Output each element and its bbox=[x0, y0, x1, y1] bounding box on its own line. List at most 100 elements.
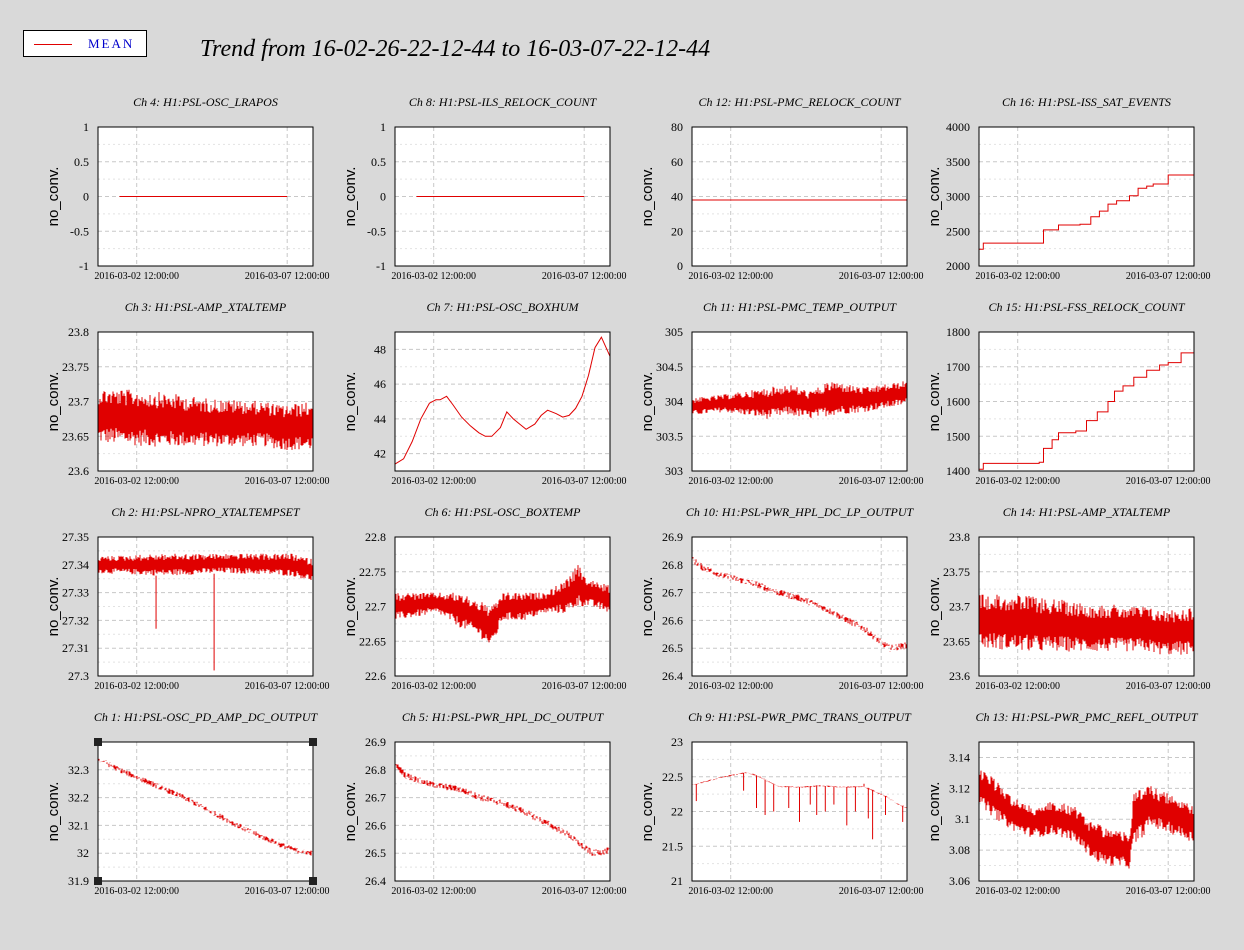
x-tick-label: 2016-03-07 12:00:00 bbox=[245, 681, 330, 692]
y-tick-label: 22.8 bbox=[365, 530, 386, 544]
chart-panel: Ch 1: H1:PSL-OSC_PD_AMP_DC_OUTPUT 31.9 32 3… bbox=[45, 710, 330, 897]
x-tick-label: 2016-03-07 12:00:00 bbox=[245, 886, 330, 897]
x-tick-label: 2016-03-07 12:00:00 bbox=[1126, 271, 1211, 282]
x-tick-label: 2016-03-02 12:00:00 bbox=[94, 271, 179, 282]
plot-frame bbox=[978, 536, 1195, 677]
y-tick-label: 26.4 bbox=[365, 874, 386, 888]
y-tick-label: 1800 bbox=[946, 325, 970, 339]
y-tick-label: 26.7 bbox=[365, 791, 386, 805]
y-tick-label: 22.75 bbox=[359, 565, 386, 579]
y-tick-label: 4000 bbox=[946, 120, 970, 134]
y-axis-label: no_conv. bbox=[639, 577, 656, 637]
x-tick-label: 2016-03-02 12:00:00 bbox=[391, 476, 476, 487]
y-tick-label: 23.6 bbox=[68, 464, 89, 478]
x-tick-label: 2016-03-02 12:00:00 bbox=[975, 271, 1060, 282]
x-tick-label: 2016-03-02 12:00:00 bbox=[688, 476, 773, 487]
y-axis-label: no_conv. bbox=[926, 577, 943, 637]
chart-title: Ch 16: H1:PSL-ISS_SAT_EVENTS bbox=[1002, 95, 1171, 109]
y-tick-label: 23.6 bbox=[949, 669, 970, 683]
chart-title: Ch 14: H1:PSL-AMP_XTALTEMP bbox=[1003, 505, 1171, 519]
y-tick-label: 1600 bbox=[946, 395, 970, 409]
series-line bbox=[979, 173, 1195, 250]
y-axis-label: no_conv. bbox=[342, 167, 359, 227]
chart-panel: Ch 6: H1:PSL-OSC_BOXTEMP 22.6 22.65 22.7 22.… bbox=[342, 505, 627, 692]
chart-title: Ch 7: H1:PSL-OSC_BOXHUM bbox=[427, 300, 580, 314]
y-tick-label: 32 bbox=[77, 846, 89, 860]
chart-title: Ch 5: H1:PSL-PWR_HPL_DC_OUTPUT bbox=[402, 710, 605, 724]
y-tick-label: 27.35 bbox=[62, 530, 89, 544]
y-tick-label: -1 bbox=[376, 259, 386, 273]
y-tick-label: 26.8 bbox=[662, 558, 683, 572]
plot-frame bbox=[394, 331, 611, 472]
x-tick-label: 2016-03-02 12:00:00 bbox=[94, 681, 179, 692]
y-tick-label: 0.5 bbox=[74, 155, 89, 169]
y-tick-label: 40 bbox=[671, 190, 683, 204]
y-tick-label: 26.6 bbox=[365, 818, 386, 832]
y-axis-label: no_conv. bbox=[639, 782, 656, 842]
x-tick-label: 2016-03-07 12:00:00 bbox=[542, 886, 627, 897]
x-tick-label: 2016-03-07 12:00:00 bbox=[839, 271, 924, 282]
chart-panel: Ch 2: H1:PSL-NPRO_XTALTEMPSET 27.3 27.31 27… bbox=[45, 505, 330, 692]
y-tick-label: -1 bbox=[79, 259, 89, 273]
y-tick-label: 26.6 bbox=[662, 613, 683, 627]
y-tick-label: 1400 bbox=[946, 464, 970, 478]
y-tick-label: 22.5 bbox=[662, 770, 683, 784]
plot-area bbox=[98, 742, 313, 881]
x-tick-label: 2016-03-07 12:00:00 bbox=[839, 681, 924, 692]
x-tick-label: 2016-03-07 12:00:00 bbox=[542, 681, 627, 692]
y-tick-label: 1 bbox=[380, 120, 386, 134]
y-tick-label: 42 bbox=[374, 447, 386, 461]
selection-handle bbox=[94, 738, 102, 746]
chart-panel: Ch 16: H1:PSL-ISS_SAT_EVENTS 2000 2500 3000… bbox=[926, 95, 1211, 282]
x-tick-label: 2016-03-07 12:00:00 bbox=[1126, 681, 1211, 692]
y-tick-label: 48 bbox=[374, 342, 386, 356]
y-tick-label: 27.34 bbox=[62, 558, 89, 572]
chart-panel: Ch 4: H1:PSL-OSC_LRAPOS -1 -0.5 0 0.5 1 2016-0… bbox=[45, 95, 330, 282]
y-tick-label: 3.1 bbox=[955, 812, 970, 826]
x-tick-label: 2016-03-07 12:00:00 bbox=[542, 271, 627, 282]
x-tick-label: 2016-03-07 12:00:00 bbox=[839, 476, 924, 487]
series-path bbox=[979, 173, 1195, 250]
y-tick-label: 23.7 bbox=[68, 395, 89, 409]
y-axis-label: no_conv. bbox=[342, 782, 359, 842]
chart-panel: Ch 8: H1:PSL-ILS_RELOCK_COUNT -1 -0.5 0 0.5 1… bbox=[342, 95, 627, 282]
plot-frame bbox=[691, 536, 908, 677]
chart-title: Ch 1: H1:PSL-OSC_PD_AMP_DC_OUTPUT bbox=[94, 710, 319, 724]
plot-frame bbox=[978, 741, 1195, 882]
plot-frame bbox=[97, 331, 314, 472]
y-tick-label: 2000 bbox=[946, 259, 970, 273]
y-axis-label: no_conv. bbox=[45, 372, 62, 432]
y-tick-label: 3.12 bbox=[949, 781, 970, 795]
y-tick-label: 0 bbox=[677, 259, 683, 273]
y-tick-label: 46 bbox=[374, 377, 386, 391]
chart-panel: Ch 5: H1:PSL-PWR_HPL_DC_OUTPUT 26.4 26.5 26… bbox=[342, 710, 627, 897]
x-tick-label: 2016-03-07 12:00:00 bbox=[1126, 476, 1211, 487]
x-tick-label: 2016-03-02 12:00:00 bbox=[688, 886, 773, 897]
chart-title: Ch 15: H1:PSL-FSS_RELOCK_COUNT bbox=[988, 300, 1185, 314]
plot-frame bbox=[978, 126, 1195, 267]
x-tick-label: 2016-03-07 12:00:00 bbox=[839, 886, 924, 897]
y-tick-label: 23.8 bbox=[949, 530, 970, 544]
chart-panel: Ch 14: H1:PSL-AMP_XTALTEMP 23.6 23.65 23.7 2… bbox=[926, 505, 1211, 692]
y-tick-label: 32.2 bbox=[68, 791, 89, 805]
page-title: Trend from 16-02-26-22-12-44 to 16-03-07… bbox=[200, 36, 711, 62]
plot-frame bbox=[691, 126, 908, 267]
y-tick-label: 44 bbox=[374, 412, 386, 426]
y-tick-label: 23.65 bbox=[943, 634, 970, 648]
y-tick-label: 21.5 bbox=[662, 839, 683, 853]
y-tick-label: 27.32 bbox=[62, 613, 89, 627]
chart-panel: Ch 3: H1:PSL-AMP_XTALTEMP 23.6 23.65 23.7 23… bbox=[45, 300, 330, 487]
series-line bbox=[691, 772, 908, 840]
x-tick-label: 2016-03-02 12:00:00 bbox=[391, 681, 476, 692]
chart-panel: Ch 12: H1:PSL-PMC_RELOCK_COUNT 0 20 40 60 80 2… bbox=[639, 95, 924, 282]
y-tick-label: 303.5 bbox=[656, 429, 683, 443]
chart-panel: Ch 13: H1:PSL-PWR_PMC_REFL_OUTPUT 3.06 3.0… bbox=[926, 710, 1211, 897]
y-axis-label: no_conv. bbox=[45, 167, 62, 227]
y-tick-label: 22.65 bbox=[359, 634, 386, 648]
chart-panel: Ch 7: H1:PSL-OSC_BOXHUM 42 44 46 48 2016-03-0… bbox=[342, 300, 627, 487]
x-tick-label: 2016-03-07 12:00:00 bbox=[245, 271, 330, 282]
plot-frame bbox=[978, 331, 1195, 472]
y-tick-label: 3.06 bbox=[949, 874, 970, 888]
y-tick-label: 23.8 bbox=[68, 325, 89, 339]
